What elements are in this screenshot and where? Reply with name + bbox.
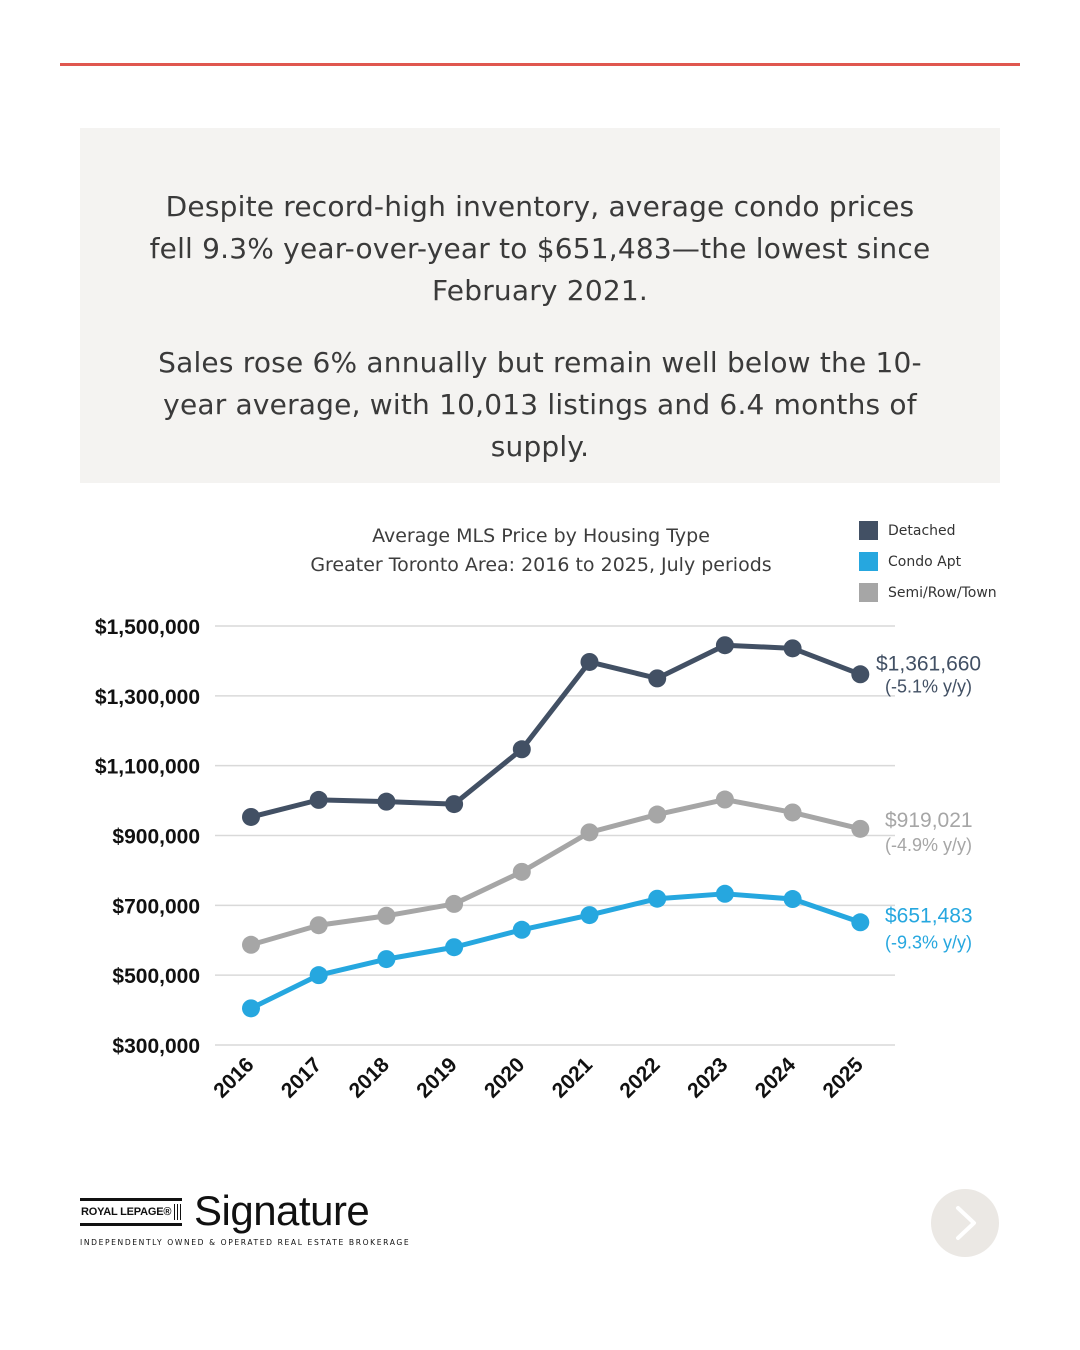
x-tick-label: 2017 xyxy=(277,1053,326,1102)
summary-box: Despite record-high inventory, average c… xyxy=(80,128,1000,483)
y-tick-label: $500,000 xyxy=(112,965,200,988)
data-point xyxy=(851,819,870,838)
x-tick-label: 2021 xyxy=(548,1053,598,1103)
summary-paragraph-2: Sales rose 6% annually but remain well b… xyxy=(158,346,922,463)
data-point xyxy=(783,803,802,822)
data-point xyxy=(309,790,328,809)
brand-logo: ROYAL LEPAGE® Signature INDEPENDENTLY OW… xyxy=(80,1187,420,1250)
data-point xyxy=(512,920,531,939)
data-point xyxy=(851,913,870,932)
end-value-label: $651,483 xyxy=(885,904,973,927)
next-slide-button[interactable] xyxy=(931,1189,999,1257)
legend-swatch xyxy=(859,521,878,540)
data-point xyxy=(309,966,328,985)
y-tick-label: $300,000 xyxy=(112,1035,200,1058)
data-point xyxy=(580,652,599,671)
data-point xyxy=(783,890,802,909)
data-point xyxy=(445,938,464,957)
end-change-label: (-9.3% y/y) xyxy=(885,932,972,952)
legend-label: Detached xyxy=(888,523,956,539)
y-tick-label: $1,500,000 xyxy=(95,616,200,639)
series-line xyxy=(248,797,863,948)
y-tick-label: $900,000 xyxy=(112,826,200,849)
x-tick-label: 2016 xyxy=(209,1053,258,1102)
x-tick-label: 2019 xyxy=(412,1053,461,1102)
data-point xyxy=(377,950,396,969)
data-point xyxy=(377,906,396,925)
y-tick-label: $1,100,000 xyxy=(95,756,200,779)
y-tick-label: $1,300,000 xyxy=(95,686,200,709)
x-tick-label: 2022 xyxy=(615,1053,664,1102)
legend-swatch xyxy=(859,552,878,571)
top-divider xyxy=(60,63,1020,66)
data-point xyxy=(783,639,802,658)
data-point xyxy=(715,884,734,903)
end-change-label: (-5.1% y/y) xyxy=(885,676,972,696)
data-point xyxy=(648,889,667,908)
series-line xyxy=(248,642,863,820)
data-point xyxy=(512,740,531,759)
data-point xyxy=(377,792,396,811)
data-point xyxy=(648,805,667,824)
end-value-label: $919,021 xyxy=(885,809,973,832)
data-point xyxy=(580,906,599,925)
end-value-label: $1,361,660 xyxy=(876,652,981,675)
data-point xyxy=(242,999,260,1018)
x-tick-label: 2020 xyxy=(480,1053,529,1102)
chevron-right-icon xyxy=(956,1206,976,1240)
chart-subtitle: Greater Toronto Area: 2016 to 2025, July… xyxy=(310,554,771,576)
legend-label: Condo Apt xyxy=(888,554,962,570)
data-point xyxy=(851,665,870,684)
data-point xyxy=(309,916,328,935)
data-point xyxy=(445,894,464,913)
summary-paragraph-1: Despite record-high inventory, average c… xyxy=(149,190,931,307)
data-point xyxy=(512,862,531,881)
legend-label: Semi/Row/Town xyxy=(888,585,997,601)
data-point xyxy=(715,790,734,809)
brand-name: Signature xyxy=(194,1187,370,1234)
x-tick-label: 2018 xyxy=(345,1053,395,1103)
brand-tagline: INDEPENDENTLY OWNED & OPERATED REAL ESTA… xyxy=(80,1238,411,1247)
data-point xyxy=(715,636,734,655)
data-point xyxy=(242,807,260,826)
brand-box-text: ROYAL LEPAGE® xyxy=(81,1206,172,1218)
royal-lepage-wordmark: ROYAL LEPAGE® xyxy=(80,1198,182,1226)
x-tick-label: 2025 xyxy=(819,1053,869,1103)
brand-bars xyxy=(174,1204,182,1220)
legend-swatch xyxy=(859,583,878,602)
x-tick-label: 2023 xyxy=(683,1053,732,1102)
price-chart: $1,500,000 $1,300,000 $1,100,000 $900,000 $7… xyxy=(95,521,997,1103)
data-point xyxy=(445,795,464,814)
data-point xyxy=(242,935,260,954)
end-change-label: (-4.9% y/y) xyxy=(885,835,972,855)
y-tick-label: $700,000 xyxy=(112,895,200,918)
data-point xyxy=(580,823,599,842)
chart-title: Average MLS Price by Housing Type xyxy=(372,525,710,547)
series-line xyxy=(248,891,863,1011)
data-point xyxy=(648,669,667,688)
x-tick-label: 2024 xyxy=(751,1053,801,1103)
